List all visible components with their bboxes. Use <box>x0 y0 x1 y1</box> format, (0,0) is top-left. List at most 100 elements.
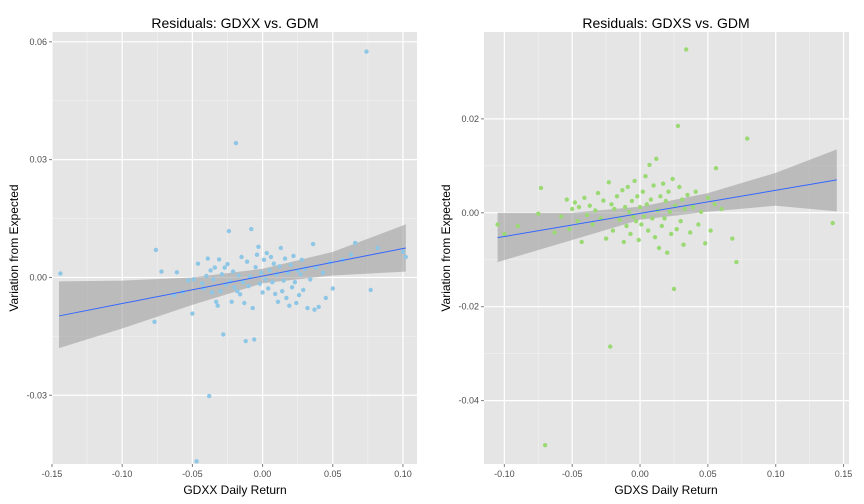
data-point <box>159 269 164 274</box>
data-point <box>186 278 191 283</box>
data-point <box>257 281 262 286</box>
x-tick-label: -0.10 <box>494 469 515 479</box>
data-point <box>678 219 683 224</box>
data-point <box>282 256 288 261</box>
data-point <box>205 256 210 261</box>
data-point <box>247 274 253 279</box>
data-point <box>191 277 196 282</box>
data-point <box>579 239 584 245</box>
y-axis-label: Variation from Expected <box>439 184 453 311</box>
data-point <box>681 242 686 247</box>
data-point <box>495 222 500 227</box>
data-point <box>320 270 326 275</box>
data-point <box>660 181 666 186</box>
data-point <box>263 277 268 282</box>
data-point <box>572 200 578 205</box>
x-tick-label: -0.05 <box>182 469 203 479</box>
y-axis-ticks: -0.03 0.00 0.03 0.06 <box>26 37 52 400</box>
data-point <box>590 222 595 227</box>
data-point <box>639 222 644 227</box>
data-point <box>575 219 580 224</box>
data-point <box>593 208 598 213</box>
data-point <box>294 300 299 306</box>
data-point <box>236 273 241 278</box>
data-point <box>538 185 544 191</box>
data-point <box>670 176 675 182</box>
panel-gdxx: Residuals: GDXX vs. GDM -0.15 -0.10 -0.05 0… <box>7 15 417 497</box>
x-tick-label: 0.10 <box>767 469 785 479</box>
data-point <box>567 227 572 232</box>
data-point <box>665 250 670 255</box>
data-point <box>219 272 225 277</box>
data-point <box>656 245 662 251</box>
data-point <box>625 184 630 190</box>
x-tick-label: 0.05 <box>324 469 342 479</box>
data-point <box>218 289 223 294</box>
data-point <box>292 280 298 285</box>
data-point <box>684 47 689 52</box>
chart-title: Residuals: GDXS vs. GDM <box>582 15 749 31</box>
data-point <box>287 303 292 308</box>
data-point <box>693 189 698 194</box>
data-point <box>288 262 293 268</box>
data-point <box>226 228 232 234</box>
data-point <box>400 249 406 255</box>
data-point <box>259 270 264 275</box>
data-point <box>212 265 217 270</box>
grid-lines <box>484 32 849 464</box>
data-point <box>730 236 735 241</box>
confidence-band-area <box>497 149 837 263</box>
fit-line <box>58 247 406 317</box>
data-point <box>271 261 276 266</box>
data-point <box>266 286 271 291</box>
confidence-band <box>59 224 406 349</box>
y-tick-label: 0.02 <box>461 114 479 124</box>
data-point <box>629 198 635 204</box>
data-point <box>620 188 625 193</box>
data-point <box>644 202 649 207</box>
data-point <box>256 244 261 249</box>
data-point <box>612 206 617 212</box>
data-point <box>830 220 835 226</box>
data-point <box>244 259 250 264</box>
data-point <box>364 49 369 54</box>
confidence-band-area <box>59 224 406 349</box>
data-point <box>240 280 246 285</box>
data-point <box>515 223 521 229</box>
data-point <box>564 197 569 202</box>
data-point <box>301 287 306 293</box>
data-point <box>606 180 611 185</box>
data-point <box>261 257 267 262</box>
data-point <box>654 156 659 161</box>
data-point <box>659 223 664 229</box>
data-point <box>646 228 651 233</box>
data-point <box>650 216 655 221</box>
data-point <box>658 194 663 199</box>
data-point <box>284 295 289 301</box>
data-point <box>230 269 236 274</box>
data-point <box>685 192 690 198</box>
data-point <box>652 235 658 240</box>
data-point <box>609 202 614 207</box>
data-point <box>603 236 609 241</box>
x-tick-label: -0.05 <box>562 469 583 479</box>
scatter-points <box>58 49 408 464</box>
data-point <box>253 265 258 270</box>
data-point <box>221 332 226 337</box>
data-point <box>305 305 310 311</box>
data-point <box>254 252 260 257</box>
data-point <box>239 254 244 260</box>
data-point <box>299 257 305 262</box>
data-point <box>275 299 281 304</box>
data-point <box>403 254 408 260</box>
data-point <box>584 212 590 218</box>
data-point <box>235 289 240 294</box>
data-point <box>595 190 601 196</box>
data-point <box>643 174 648 179</box>
x-axis-label: GDXS Daily Return <box>614 483 717 497</box>
data-point <box>153 247 159 253</box>
data-point <box>570 206 575 212</box>
data-point <box>637 204 643 210</box>
y-axis-label: Variation from Expected <box>7 184 21 311</box>
